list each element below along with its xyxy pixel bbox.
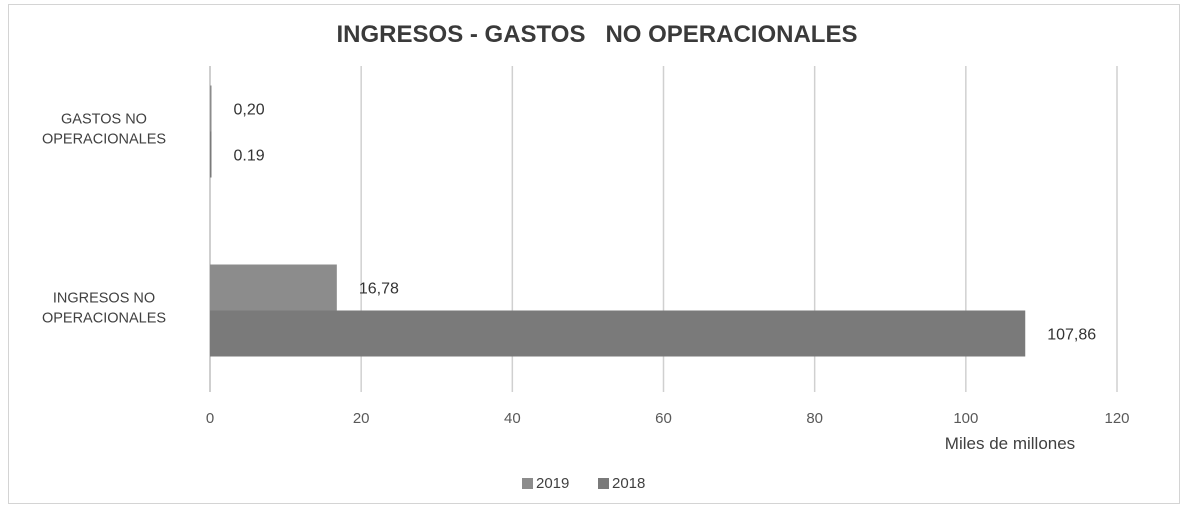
x-tick-label: 60 [655, 410, 672, 427]
x-tick-label: 80 [806, 410, 823, 427]
data-label: 107,86 [1047, 327, 1096, 344]
data-label: 0.19 [234, 148, 265, 165]
bar-2018 [210, 131, 212, 178]
x-tick-label: 20 [353, 410, 370, 427]
bar-2018 [210, 310, 1026, 357]
x-axis-title: Miles de millones [945, 434, 1075, 453]
category-label: INGRESOS NO [53, 291, 155, 307]
data-label: 16,78 [359, 281, 399, 298]
x-tick-label: 0 [206, 410, 214, 427]
x-tick-label: 100 [953, 410, 978, 427]
x-tick-label: 40 [504, 410, 521, 427]
chart-title: INGRESOS - GASTOS NO OPERACIONALES [337, 21, 858, 48]
data-label: 0,20 [234, 102, 265, 119]
legend-label: 2018 [612, 475, 645, 492]
bar-2019 [210, 85, 212, 132]
legend-swatch-2019 [522, 478, 533, 489]
x-tick-label: 120 [1104, 410, 1129, 427]
legend-swatch-2018 [598, 478, 609, 489]
legend-label: 2019 [536, 475, 569, 492]
category-label: GASTOS NO [61, 112, 147, 128]
bar-2019 [210, 264, 337, 311]
chart-frame [8, 4, 1180, 504]
category-label: OPERACIONALES [42, 132, 166, 148]
category-label: OPERACIONALES [42, 311, 166, 327]
